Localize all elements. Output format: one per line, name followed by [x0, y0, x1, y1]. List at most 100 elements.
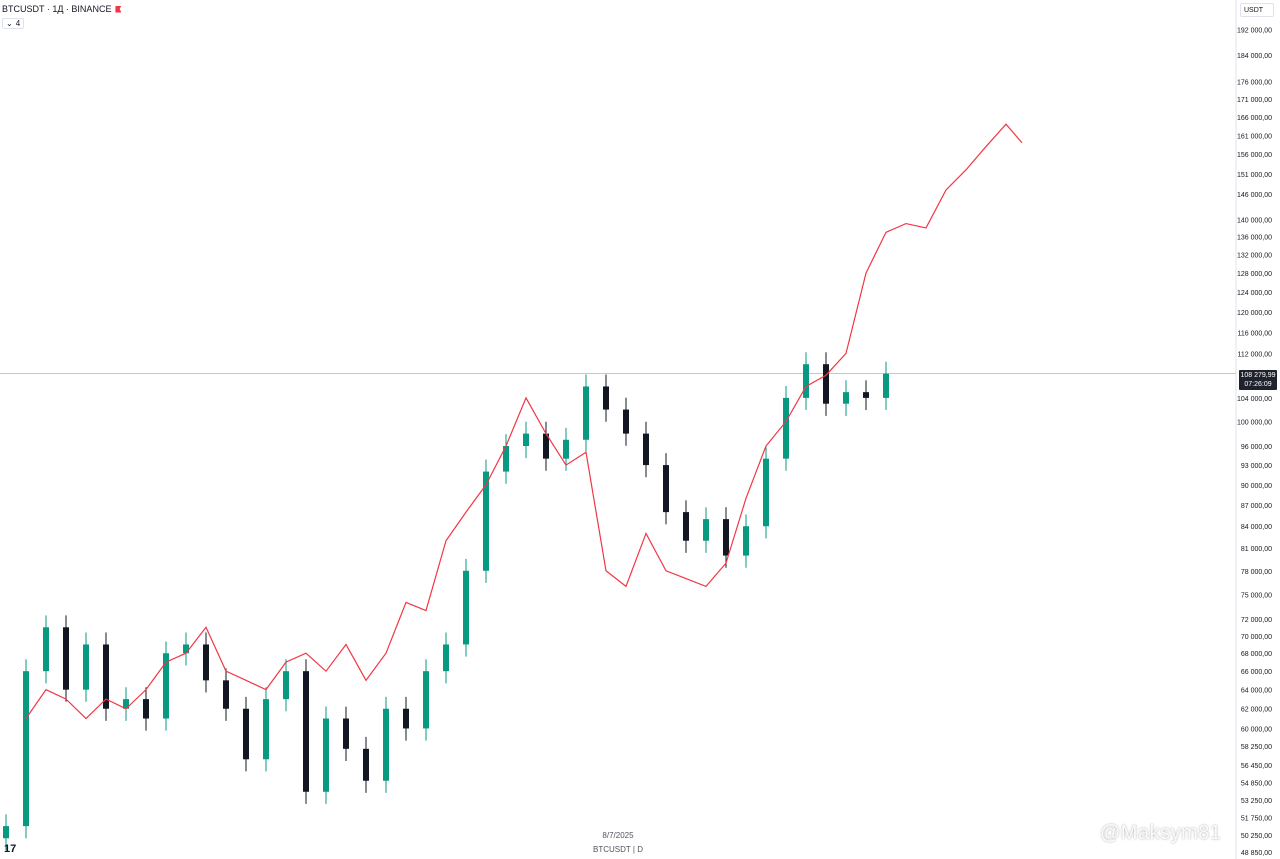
price-axis-tick-21: 90 000,00: [1241, 483, 1272, 490]
price-axis-tick-38: 51 750,00: [1241, 815, 1272, 822]
candle-body-38: [763, 458, 769, 527]
candle-body-1: [23, 671, 29, 827]
price-axis-tick-15: 116 000,00: [1237, 330, 1272, 337]
price-axis-tick-31: 64 000,00: [1241, 688, 1272, 695]
candle-body-37: [743, 526, 749, 556]
price-axis-tick-40: 48 850,00: [1241, 850, 1272, 857]
price-axis-tick-26: 75 000,00: [1241, 592, 1272, 599]
price-axis-tick-18: 100 000,00: [1237, 419, 1272, 426]
indicator-count: 4: [15, 19, 21, 28]
candle-body-25: [503, 445, 509, 472]
chevron-down-icon: ⌄: [6, 19, 13, 28]
candle-body-40: [803, 364, 809, 398]
candle-body-8: [163, 653, 169, 719]
price-axis-tick-17: 104 000,00: [1237, 396, 1272, 403]
cursor-date-label: 8/7/2025: [602, 831, 634, 840]
price-axis-tick-2: 176 000,00: [1237, 80, 1272, 87]
symbol-header[interactable]: BTCUSDT · 1Д · BINANCE: [2, 4, 122, 14]
price-axis-tick-10: 136 000,00: [1237, 235, 1272, 242]
candle-body-32: [643, 433, 649, 466]
price-axis-tick-29: 68 000,00: [1241, 651, 1272, 658]
candle-body-36: [723, 519, 729, 556]
candle-body-20: [403, 708, 409, 729]
price-axis-tick-9: 140 000,00: [1237, 217, 1272, 224]
candle-body-11: [223, 680, 229, 709]
candle-body-29: [583, 386, 589, 440]
candle-body-16: [323, 718, 329, 792]
candle-body-5: [103, 644, 109, 709]
price-axis-tick-27: 72 000,00: [1241, 617, 1272, 624]
candle-body-28: [563, 439, 569, 459]
last-price-badge: 108 279,99 07:26:09: [1239, 370, 1277, 390]
price-axis-tick-20: 93 000,00: [1241, 463, 1272, 470]
price-axis-tick-19: 96 000,00: [1241, 444, 1272, 451]
price-axis-tick-34: 58 250,00: [1241, 744, 1272, 751]
symbol-label[interactable]: BTCUSDT · 1Д · BINANCE: [2, 4, 112, 14]
candle-body-19: [383, 708, 389, 781]
candle-body-2: [43, 627, 49, 672]
tradingview-logo-icon[interactable]: 17: [4, 843, 17, 855]
price-axis-tick-22: 87 000,00: [1241, 503, 1272, 510]
footer-symbol-label: BTCUSDT | D: [593, 845, 643, 854]
candle-body-42: [843, 392, 849, 404]
candle-body-31: [623, 409, 629, 434]
price-axis-tick-36: 54 850,00: [1241, 780, 1272, 787]
candle-body-12: [243, 708, 249, 760]
currency-selector[interactable]: USDT: [1240, 3, 1274, 17]
last-price-value: 108 279,99: [1240, 372, 1276, 379]
price-axis-tick-5: 161 000,00: [1237, 133, 1272, 140]
author-watermark: @Maksym81: [1100, 822, 1222, 844]
candle-body-27: [543, 433, 549, 459]
candle-body-24: [483, 471, 489, 571]
price-axis-tick-28: 70 000,00: [1241, 634, 1272, 641]
price-axis-tick-33: 60 000,00: [1241, 726, 1272, 733]
price-axis-tick-1: 184 000,00: [1237, 53, 1272, 60]
flag-icon[interactable]: [115, 5, 122, 13]
candle-body-26: [523, 433, 529, 446]
price-axis-tick-39: 50 250,00: [1241, 833, 1272, 840]
candle-body-7: [143, 699, 149, 719]
candle-body-44: [883, 373, 889, 398]
price-axis-tick-11: 132 000,00: [1237, 253, 1272, 260]
price-axis-tick-3: 171 000,00: [1237, 97, 1272, 104]
candle-body-22: [443, 644, 449, 672]
candle-body-9: [183, 644, 189, 654]
price-axis-tick-7: 151 000,00: [1237, 172, 1272, 179]
price-axis-tick-14: 120 000,00: [1237, 310, 1272, 317]
candle-body-4: [83, 644, 89, 690]
candle-body-14: [283, 671, 289, 700]
price-axis-tick-37: 53 250,00: [1241, 798, 1272, 805]
price-axis-tick-30: 66 000,00: [1241, 669, 1272, 676]
candle-body-15: [303, 671, 309, 792]
price-axis-tick-35: 56 450,00: [1241, 763, 1272, 770]
overlay-line-series: [25, 123, 1023, 720]
collapse-indicators-button[interactable]: ⌄ 4: [2, 18, 25, 29]
candle-body-3: [63, 627, 69, 690]
candle-body-23: [463, 570, 469, 645]
candle-body-21: [423, 671, 429, 729]
candle-body-34: [683, 512, 689, 541]
candle-body-33: [663, 465, 669, 513]
candle-body-43: [863, 392, 869, 398]
candle-body-41: [823, 364, 829, 404]
price-axis-tick-13: 124 000,00: [1237, 290, 1272, 297]
price-axis-tick-12: 128 000,00: [1237, 271, 1272, 278]
bar-countdown: 07:26:09: [1244, 381, 1272, 388]
price-axis-tick-16: 112 000,00: [1237, 351, 1272, 358]
candle-body-39: [783, 397, 789, 459]
candle-body-17: [343, 718, 349, 749]
candle-body-30: [603, 386, 609, 410]
candle-body-13: [263, 699, 269, 760]
price-axis-tick-32: 62 000,00: [1241, 707, 1272, 714]
price-axis-tick-0: 192 000,00: [1237, 27, 1272, 34]
price-axis-tick-25: 78 000,00: [1241, 569, 1272, 576]
candle-body-6: [123, 699, 129, 709]
candle-body-10: [203, 644, 209, 681]
candle-body-35: [703, 519, 709, 541]
price-axis-tick-24: 81 000,00: [1241, 546, 1272, 553]
candle-body-0: [3, 826, 9, 839]
price-axis-tick-6: 156 000,00: [1237, 152, 1272, 159]
price-axis-tick-4: 166 000,00: [1237, 115, 1272, 122]
price-axis-tick-23: 84 000,00: [1241, 524, 1272, 531]
